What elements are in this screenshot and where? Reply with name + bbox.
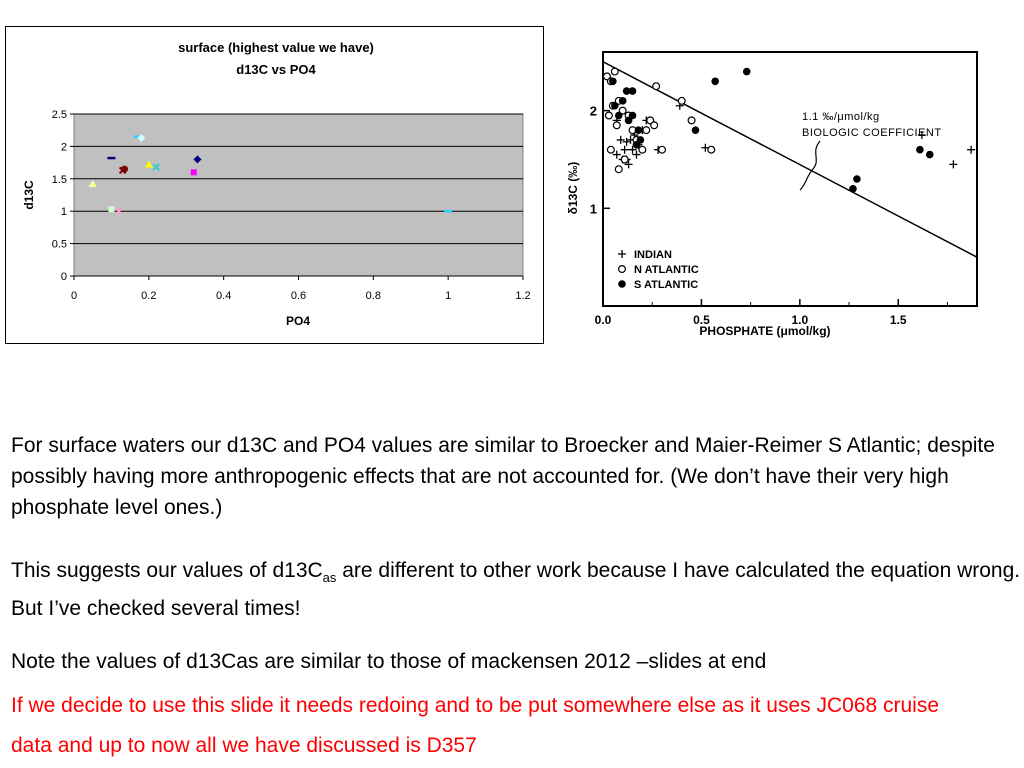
legend-marker — [618, 280, 626, 288]
x-tick-label: 1.2 — [515, 290, 530, 302]
data-point — [612, 121, 621, 130]
data-point — [650, 121, 659, 130]
data-point — [190, 169, 197, 176]
p2-text-after: are different to other work because I ha… — [11, 559, 1021, 621]
x-tick-label: 1.5 — [890, 313, 907, 327]
data-point — [618, 97, 627, 105]
data-point — [677, 96, 686, 105]
paragraph-red-warning: If we decide to use this slide it needs … — [11, 694, 940, 757]
data-point — [614, 165, 623, 174]
data-point — [611, 101, 619, 110]
data-point — [687, 116, 696, 125]
plot-area — [73, 113, 524, 277]
data-point — [121, 165, 129, 173]
data-point — [691, 126, 700, 134]
x-tick-label: 0.2 — [141, 290, 156, 302]
data-point — [742, 67, 751, 76]
data-point — [612, 150, 621, 159]
data-point — [634, 126, 643, 134]
data-point — [622, 137, 631, 146]
data-point — [616, 135, 625, 144]
data-point — [606, 145, 615, 154]
data-point — [628, 87, 637, 95]
data-point — [609, 77, 617, 86]
data-point — [642, 126, 651, 135]
data-point — [152, 163, 161, 171]
data-point — [628, 145, 637, 154]
chart-subtitle: d13C vs PO4 — [236, 62, 316, 77]
broecker-phosphate-chart: 0.0 0.5 1.0 1.5 1 2 1.1 ‰/μmol/kg BIOLOGIC CO… — [566, 51, 978, 338]
y-tick-label: 2.5 — [52, 109, 67, 121]
y-tick-label: 2 — [590, 104, 597, 119]
data-point — [658, 145, 667, 154]
data-point — [620, 155, 629, 164]
legend: INDIAN N ATLANTIC S ATLANTIC — [617, 249, 699, 291]
data-point — [618, 106, 627, 115]
p2-subscript: as — [322, 570, 337, 586]
paragraph-mackensen-note: Note the values of d13Cas are similar to… — [11, 650, 767, 673]
paragraph-broecker-comparison: For surface waters our d13C and PO4 valu… — [11, 434, 995, 519]
x-tick-label: 1 — [445, 290, 451, 302]
data-point — [137, 133, 146, 142]
y-tick-label: 1 — [590, 201, 597, 216]
data-point — [925, 150, 934, 159]
data-point — [652, 82, 661, 91]
data-point — [949, 160, 958, 169]
data-point — [610, 67, 619, 76]
y-tick-label: 0 — [61, 271, 67, 283]
data-point — [622, 87, 631, 95]
data-point — [144, 160, 153, 168]
x-tick-label: 0.8 — [366, 290, 381, 302]
annotation-line-2: BIOLOGIC COEFFICIENT — [802, 127, 942, 139]
d13c-vs-po4-chart: surface (highest value we have) d13C vs … — [22, 40, 531, 328]
data-point — [632, 150, 641, 159]
legend-marker — [617, 265, 626, 274]
x-tick-label: 1.0 — [791, 313, 808, 327]
paragraph-calculation-doubt: This suggests our values of d13Cas are d… — [11, 555, 1021, 624]
p2-text-before: This suggests our values of d13C — [11, 559, 323, 582]
y-axis-title: d13C — [22, 180, 36, 210]
data-point — [967, 145, 976, 154]
chart-title: surface (highest value we have) — [178, 40, 374, 55]
data-point — [916, 145, 924, 154]
legend-marker — [618, 250, 626, 258]
y-tick-label: 2 — [61, 141, 67, 153]
biologic-coefficient-line — [602, 61, 978, 258]
plot-frame — [602, 51, 978, 307]
y-axis-title: δ13C (‰) — [566, 162, 580, 215]
data-point — [108, 206, 115, 213]
y-tick-label: 0.5 — [52, 239, 67, 251]
data-point — [638, 145, 647, 154]
x-tick-label: 0.6 — [291, 290, 306, 302]
legend-label: S ATLANTIC — [634, 279, 698, 291]
x-tick-label: 0.4 — [216, 290, 231, 302]
annotation-leader — [799, 140, 821, 191]
x-axis-title: PHOSPHATE (μmol/kg) — [699, 324, 830, 338]
x-tick-label: 0.0 — [595, 313, 612, 327]
data-point — [614, 111, 623, 120]
data-point — [624, 160, 633, 169]
legend-label: N ATLANTIC — [634, 264, 699, 276]
data-point — [604, 111, 613, 120]
data-point — [620, 145, 629, 154]
x-axis-title: PO4 — [286, 314, 310, 328]
legend-label: INDIAN — [634, 249, 672, 261]
y-tick-label: 1 — [61, 206, 67, 218]
annotation-line-1: 1.1 ‰/μmol/kg — [802, 111, 880, 123]
data-point — [917, 131, 926, 140]
x-tick-label: 0 — [71, 290, 77, 302]
data-point — [115, 207, 123, 215]
data-point — [628, 111, 637, 120]
data-point — [707, 145, 716, 154]
data-point — [636, 136, 645, 144]
data-point — [711, 77, 719, 86]
excel-chart-frame: surface (highest value we have) d13C vs … — [5, 26, 544, 344]
y-tick-label: 1.5 — [52, 174, 67, 186]
data-point — [193, 155, 202, 164]
x-tick-label: 0.5 — [693, 313, 710, 327]
data-point — [853, 175, 861, 183]
data-point — [88, 179, 97, 187]
data-point — [849, 184, 857, 193]
